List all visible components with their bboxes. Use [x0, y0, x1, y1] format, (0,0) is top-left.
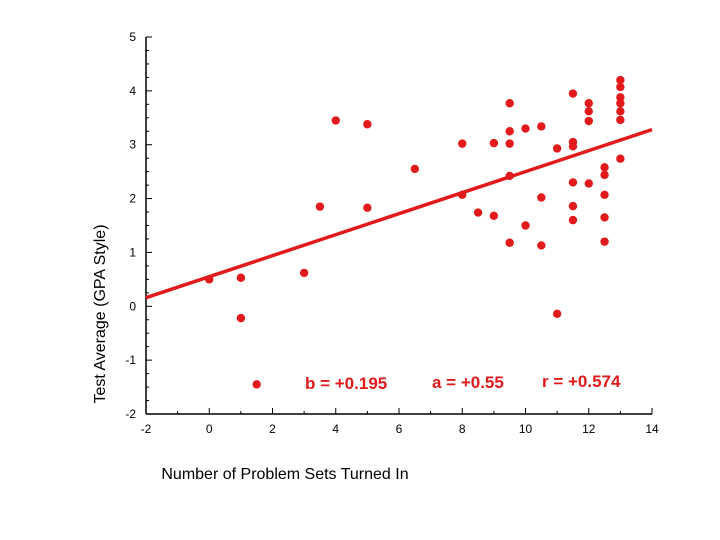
data-point	[616, 93, 625, 102]
y-axis-title: Test Average (GPA Style)	[92, 224, 109, 403]
data-point	[363, 203, 372, 212]
data-point	[552, 144, 562, 153]
x-tick-label: 14	[645, 422, 659, 436]
x-tick-label: 4	[332, 422, 339, 436]
x-tick-label: -2	[141, 422, 152, 436]
x-tick-label: 0	[206, 422, 213, 436]
data-point	[616, 75, 625, 85]
data-point	[505, 139, 514, 148]
data-point	[600, 237, 609, 246]
correlation-annotation: r = +0.574	[542, 372, 621, 391]
y-tick-label: 1	[129, 245, 136, 259]
data-point	[568, 201, 578, 211]
data-point	[537, 122, 546, 131]
y-tick-label: 0	[129, 299, 136, 313]
y-tick-label: 4	[129, 84, 136, 98]
data-point	[616, 107, 625, 116]
data-point	[584, 99, 593, 108]
data-point	[584, 116, 593, 126]
y-tick-label: 5	[129, 30, 136, 44]
data-point	[252, 380, 261, 389]
data-point	[505, 99, 514, 108]
x-tick-label: 10	[519, 422, 533, 436]
x-tick-label: 6	[396, 422, 403, 436]
intercept-annotation: a = +0.55	[432, 373, 504, 392]
data-point	[489, 138, 499, 148]
data-point	[584, 107, 593, 116]
y-tick-label: 2	[129, 192, 136, 206]
y-tick-label: -1	[125, 353, 136, 367]
data-point	[236, 313, 246, 323]
x-tick-label: 12	[582, 422, 596, 436]
data-point	[616, 82, 625, 92]
x-axis-title: Number of Problem Sets Turned In	[161, 466, 408, 483]
data-point	[489, 211, 499, 221]
data-point	[568, 142, 578, 151]
data-point	[600, 170, 609, 180]
data-point	[616, 99, 625, 108]
data-point	[521, 221, 530, 230]
y-tick-label: -2	[125, 407, 136, 421]
data-point	[458, 139, 467, 148]
data-point	[568, 89, 578, 98]
data-point	[600, 163, 609, 172]
data-point	[363, 120, 372, 129]
y-axis-ticks: 5 4 3 2 1 0 -1 -2	[125, 30, 152, 421]
data-point	[600, 213, 609, 222]
data-point	[236, 273, 246, 282]
data-point	[568, 215, 578, 225]
data-point	[568, 178, 578, 187]
data-points	[205, 75, 625, 389]
data-point	[410, 164, 420, 174]
y-tick-label: 3	[129, 138, 136, 152]
x-tick-label: 8	[459, 422, 466, 436]
data-point	[331, 116, 340, 125]
data-point	[537, 241, 546, 250]
data-point	[521, 124, 530, 133]
data-point	[616, 115, 625, 125]
data-point	[299, 268, 309, 278]
data-point	[600, 190, 609, 200]
data-point	[505, 238, 514, 247]
data-point	[505, 171, 514, 181]
x-axis-ticks: -2 0 2 4 6 8 10 12 14	[141, 408, 659, 436]
data-point	[616, 154, 625, 163]
data-point	[205, 275, 214, 284]
data-point	[473, 208, 483, 217]
data-point	[584, 179, 593, 188]
data-point	[458, 190, 467, 200]
data-point	[505, 127, 514, 136]
x-tick-label: 2	[269, 422, 276, 436]
data-point	[552, 309, 562, 319]
regression-line-group	[145, 127, 653, 300]
data-point	[315, 202, 325, 211]
regression-line	[145, 127, 653, 300]
slope-annotation: b = +0.195	[305, 374, 387, 393]
data-point	[537, 193, 546, 202]
